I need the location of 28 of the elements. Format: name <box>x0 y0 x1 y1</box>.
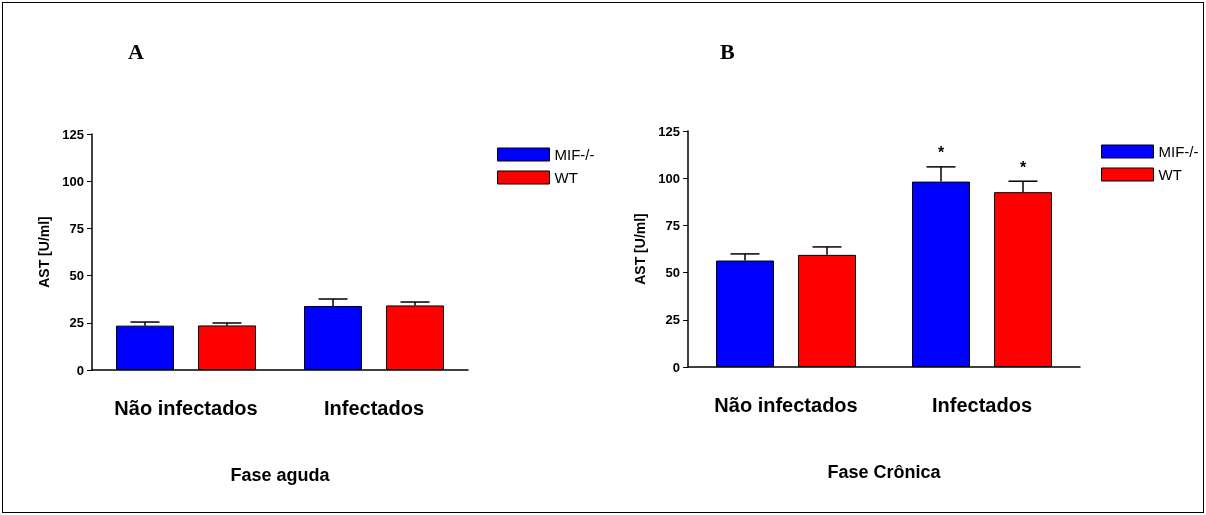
x-tick-label: Infectados <box>323 397 425 419</box>
y-tick-label: 75 <box>69 220 84 236</box>
x-axis-title: Fase aguda <box>230 465 331 485</box>
y-tick-label: 125 <box>62 126 84 142</box>
y-tick-label: 100 <box>62 173 84 189</box>
chart-title: A <box>128 38 144 64</box>
annotation: * <box>937 144 945 162</box>
y-tick-label: 50 <box>665 265 680 281</box>
chart-title: B <box>720 38 735 64</box>
legend-label: WT <box>1158 166 1182 183</box>
y-tick-label: 0 <box>672 359 680 375</box>
x-tick-label: Não infectados <box>714 394 858 416</box>
y-axis-title: AST [U/ml] <box>36 216 53 288</box>
x-axis-title: Fase Crônica <box>827 462 942 482</box>
legend-label: WT <box>554 169 578 186</box>
y-tick-label: 0 <box>76 362 84 378</box>
legend-label: MIF-/- <box>554 146 595 163</box>
y-tick-label: 25 <box>69 315 84 331</box>
annotation: * <box>1019 158 1027 176</box>
x-tick-label: Infectados <box>931 394 1033 416</box>
y-tick-label: 125 <box>658 123 680 139</box>
y-axis-title: AST [U/ml] <box>632 213 649 285</box>
legend-label: MIF-/- <box>1158 143 1199 160</box>
y-tick-label: 75 <box>665 217 680 233</box>
y-tick-label: 25 <box>665 312 680 328</box>
y-tick-label: 100 <box>658 170 680 186</box>
y-tick-label: 50 <box>69 268 84 284</box>
x-tick-label: Não infectados <box>114 397 258 419</box>
